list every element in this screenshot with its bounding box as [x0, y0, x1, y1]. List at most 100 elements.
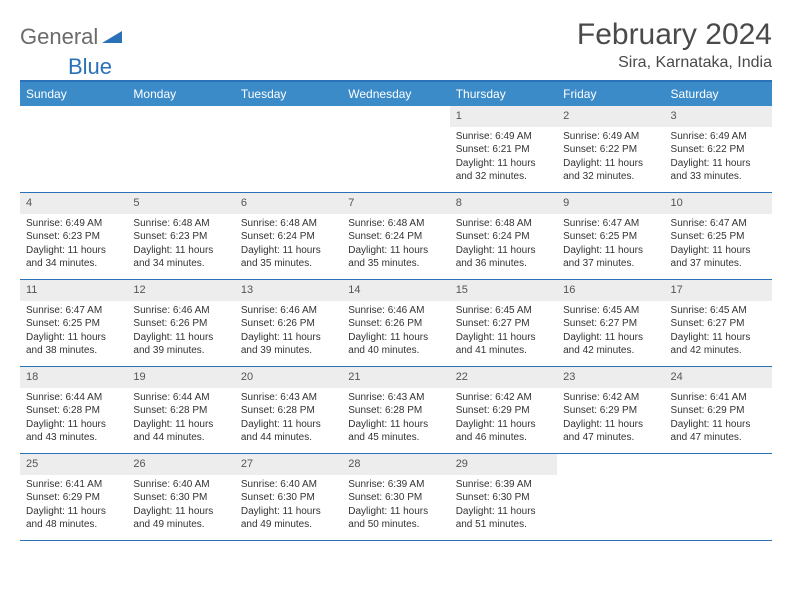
daylight-text: Daylight: 11 hours and 49 minutes. [133, 505, 228, 532]
daylight-text: Daylight: 11 hours and 33 minutes. [671, 157, 766, 184]
header-bar: General February 2024 Sira, Karnataka, I… [20, 18, 772, 72]
sunrise-text: Sunrise: 6:41 AM [671, 391, 766, 405]
day-number: 2 [557, 106, 664, 127]
sunset-text: Sunset: 6:24 PM [241, 230, 336, 244]
weekday-header: Monday [127, 82, 234, 106]
day-body: Sunrise: 6:46 AMSunset: 6:26 PMDaylight:… [235, 301, 342, 364]
sunrise-text: Sunrise: 6:41 AM [26, 478, 121, 492]
day-cell: 23Sunrise: 6:42 AMSunset: 6:29 PMDayligh… [557, 367, 664, 453]
sunrise-text: Sunrise: 6:44 AM [26, 391, 121, 405]
daylight-text: Daylight: 11 hours and 47 minutes. [671, 418, 766, 445]
sunset-text: Sunset: 6:27 PM [563, 317, 658, 331]
day-body: Sunrise: 6:49 AMSunset: 6:21 PMDaylight:… [450, 127, 557, 190]
sunrise-text: Sunrise: 6:49 AM [671, 130, 766, 144]
sunrise-text: Sunrise: 6:46 AM [241, 304, 336, 318]
daylight-text: Daylight: 11 hours and 34 minutes. [133, 244, 228, 271]
sunset-text: Sunset: 6:26 PM [241, 317, 336, 331]
day-number: 28 [342, 454, 449, 475]
day-cell [235, 106, 342, 192]
week-row: 18Sunrise: 6:44 AMSunset: 6:28 PMDayligh… [20, 367, 772, 454]
day-number: 6 [235, 193, 342, 214]
day-body: Sunrise: 6:41 AMSunset: 6:29 PMDaylight:… [20, 475, 127, 538]
day-cell: 11Sunrise: 6:47 AMSunset: 6:25 PMDayligh… [20, 280, 127, 366]
daylight-text: Daylight: 11 hours and 32 minutes. [563, 157, 658, 184]
daylight-text: Daylight: 11 hours and 49 minutes. [241, 505, 336, 532]
day-number: 21 [342, 367, 449, 388]
day-number: 17 [665, 280, 772, 301]
day-body: Sunrise: 6:40 AMSunset: 6:30 PMDaylight:… [235, 475, 342, 538]
daylight-text: Daylight: 11 hours and 47 minutes. [563, 418, 658, 445]
day-cell: 26Sunrise: 6:40 AMSunset: 6:30 PMDayligh… [127, 454, 234, 540]
sunrise-text: Sunrise: 6:48 AM [133, 217, 228, 231]
day-number: 12 [127, 280, 234, 301]
day-cell: 16Sunrise: 6:45 AMSunset: 6:27 PMDayligh… [557, 280, 664, 366]
day-body: Sunrise: 6:49 AMSunset: 6:22 PMDaylight:… [665, 127, 772, 190]
sunrise-text: Sunrise: 6:47 AM [563, 217, 658, 231]
day-body: Sunrise: 6:45 AMSunset: 6:27 PMDaylight:… [557, 301, 664, 364]
day-number: 11 [20, 280, 127, 301]
sunrise-text: Sunrise: 6:49 AM [26, 217, 121, 231]
day-number: 19 [127, 367, 234, 388]
day-number: 9 [557, 193, 664, 214]
day-number: 26 [127, 454, 234, 475]
sunrise-text: Sunrise: 6:42 AM [456, 391, 551, 405]
day-cell: 3Sunrise: 6:49 AMSunset: 6:22 PMDaylight… [665, 106, 772, 192]
day-body: Sunrise: 6:42 AMSunset: 6:29 PMDaylight:… [450, 388, 557, 451]
day-cell [557, 454, 664, 540]
day-body: Sunrise: 6:48 AMSunset: 6:24 PMDaylight:… [342, 214, 449, 277]
day-cell [127, 106, 234, 192]
day-number: 24 [665, 367, 772, 388]
logo-text-blue: Blue [68, 54, 112, 80]
title-block: February 2024 Sira, Karnataka, India [577, 18, 772, 72]
daylight-text: Daylight: 11 hours and 44 minutes. [133, 418, 228, 445]
daylight-text: Daylight: 11 hours and 48 minutes. [26, 505, 121, 532]
sunset-text: Sunset: 6:23 PM [133, 230, 228, 244]
daylight-text: Daylight: 11 hours and 35 minutes. [348, 244, 443, 271]
sunset-text: Sunset: 6:23 PM [26, 230, 121, 244]
day-cell: 18Sunrise: 6:44 AMSunset: 6:28 PMDayligh… [20, 367, 127, 453]
day-body: Sunrise: 6:49 AMSunset: 6:22 PMDaylight:… [557, 127, 664, 190]
day-body: Sunrise: 6:43 AMSunset: 6:28 PMDaylight:… [342, 388, 449, 451]
sunset-text: Sunset: 6:30 PM [133, 491, 228, 505]
sunrise-text: Sunrise: 6:49 AM [456, 130, 551, 144]
day-number: 14 [342, 280, 449, 301]
day-number: 22 [450, 367, 557, 388]
day-number [235, 106, 342, 112]
day-number: 10 [665, 193, 772, 214]
sunrise-text: Sunrise: 6:46 AM [348, 304, 443, 318]
sunset-text: Sunset: 6:25 PM [671, 230, 766, 244]
sunset-text: Sunset: 6:28 PM [133, 404, 228, 418]
daylight-text: Daylight: 11 hours and 36 minutes. [456, 244, 551, 271]
day-number: 3 [665, 106, 772, 127]
day-number: 7 [342, 193, 449, 214]
daylight-text: Daylight: 11 hours and 46 minutes. [456, 418, 551, 445]
day-cell: 22Sunrise: 6:42 AMSunset: 6:29 PMDayligh… [450, 367, 557, 453]
sunset-text: Sunset: 6:27 PM [671, 317, 766, 331]
day-cell: 1Sunrise: 6:49 AMSunset: 6:21 PMDaylight… [450, 106, 557, 192]
sunset-text: Sunset: 6:25 PM [563, 230, 658, 244]
day-body: Sunrise: 6:40 AMSunset: 6:30 PMDaylight:… [127, 475, 234, 538]
month-title: February 2024 [577, 18, 772, 52]
day-number: 25 [20, 454, 127, 475]
daylight-text: Daylight: 11 hours and 43 minutes. [26, 418, 121, 445]
weekday-header: Friday [557, 82, 664, 106]
day-cell: 24Sunrise: 6:41 AMSunset: 6:29 PMDayligh… [665, 367, 772, 453]
sunset-text: Sunset: 6:29 PM [26, 491, 121, 505]
day-body: Sunrise: 6:45 AMSunset: 6:27 PMDaylight:… [665, 301, 772, 364]
day-number: 4 [20, 193, 127, 214]
day-cell: 14Sunrise: 6:46 AMSunset: 6:26 PMDayligh… [342, 280, 449, 366]
day-number: 16 [557, 280, 664, 301]
weekday-header-row: SundayMondayTuesdayWednesdayThursdayFrid… [20, 82, 772, 106]
sunset-text: Sunset: 6:30 PM [348, 491, 443, 505]
day-cell: 2Sunrise: 6:49 AMSunset: 6:22 PMDaylight… [557, 106, 664, 192]
day-cell [342, 106, 449, 192]
day-cell: 28Sunrise: 6:39 AMSunset: 6:30 PMDayligh… [342, 454, 449, 540]
sunset-text: Sunset: 6:28 PM [241, 404, 336, 418]
logo-triangle-icon [102, 27, 122, 48]
sunset-text: Sunset: 6:27 PM [456, 317, 551, 331]
sunrise-text: Sunrise: 6:43 AM [348, 391, 443, 405]
logo: General [20, 18, 124, 50]
day-number: 8 [450, 193, 557, 214]
sunrise-text: Sunrise: 6:42 AM [563, 391, 658, 405]
sunset-text: Sunset: 6:25 PM [26, 317, 121, 331]
